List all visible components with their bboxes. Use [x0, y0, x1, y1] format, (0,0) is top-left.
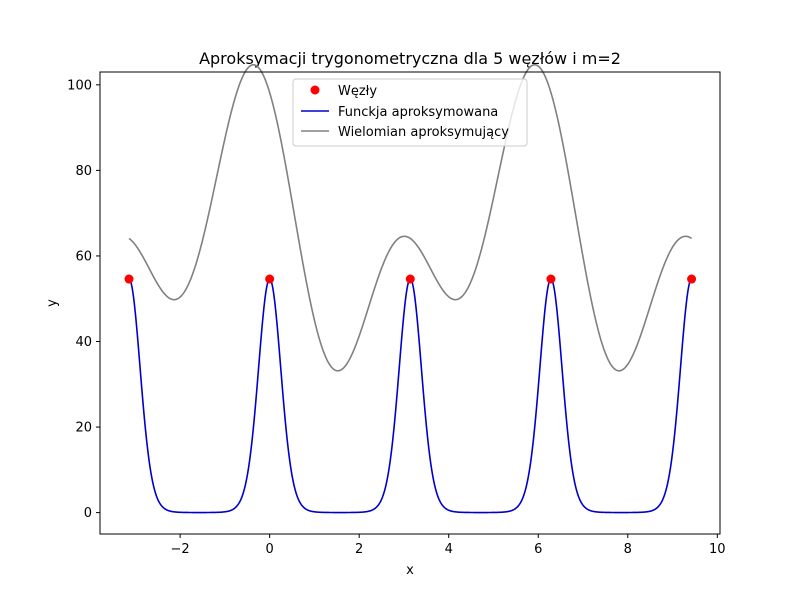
legend-entry-nodes: Węzły: [310, 84, 377, 99]
y-tick-label: 20: [75, 421, 92, 436]
node-point: [546, 274, 556, 284]
x-axis-ticks: −2 0 2 4 6 8 10: [171, 534, 726, 557]
x-tick-label: 4: [445, 542, 453, 557]
x-tick-label: 6: [534, 542, 542, 557]
x-tick-label: −2: [171, 542, 190, 557]
x-tick-label: 8: [624, 542, 632, 557]
x-axis-label: x: [406, 563, 414, 578]
y-axis-ticks: 0 20 40 60 80 100: [67, 78, 100, 521]
node-point: [687, 274, 697, 284]
legend-label-polynomial: Wielomian aproksymujący: [338, 125, 509, 140]
legend: Węzły Funckja aproksymowana Wielomian ap…: [292, 78, 528, 147]
y-tick-label: 100: [67, 78, 92, 93]
series-layer: [124, 63, 697, 514]
x-tick-label: 0: [266, 542, 274, 557]
legend-label-nodes: Węzły: [338, 84, 377, 99]
legend-entry-polynomial: Wielomian aproksymujący: [301, 125, 509, 140]
x-tick-label: 10: [709, 542, 726, 557]
node-point: [124, 274, 134, 284]
series-approximating-polynomial: [128, 63, 693, 372]
node-point: [405, 274, 415, 284]
y-tick-label: 60: [75, 249, 92, 264]
x-tick-label: 2: [355, 542, 363, 557]
y-axis-label: y: [45, 299, 60, 307]
legend-box: [292, 78, 528, 147]
y-tick-label: 80: [75, 164, 92, 179]
chart-title: Aproksymacji trygonometryczna dla 5 węzł…: [199, 49, 621, 68]
axes-frame: [99, 71, 721, 535]
y-tick-label: 0: [84, 506, 92, 521]
node-point: [265, 274, 275, 284]
y-tick-label: 40: [75, 335, 92, 350]
legend-marker-nodes: [310, 85, 320, 95]
legend-label-function: Funckja aproksymowana: [338, 105, 498, 120]
series-approximated-function: [128, 278, 692, 514]
legend-entry-function: Funckja aproksymowana: [301, 105, 498, 120]
plot-area: [99, 63, 721, 535]
